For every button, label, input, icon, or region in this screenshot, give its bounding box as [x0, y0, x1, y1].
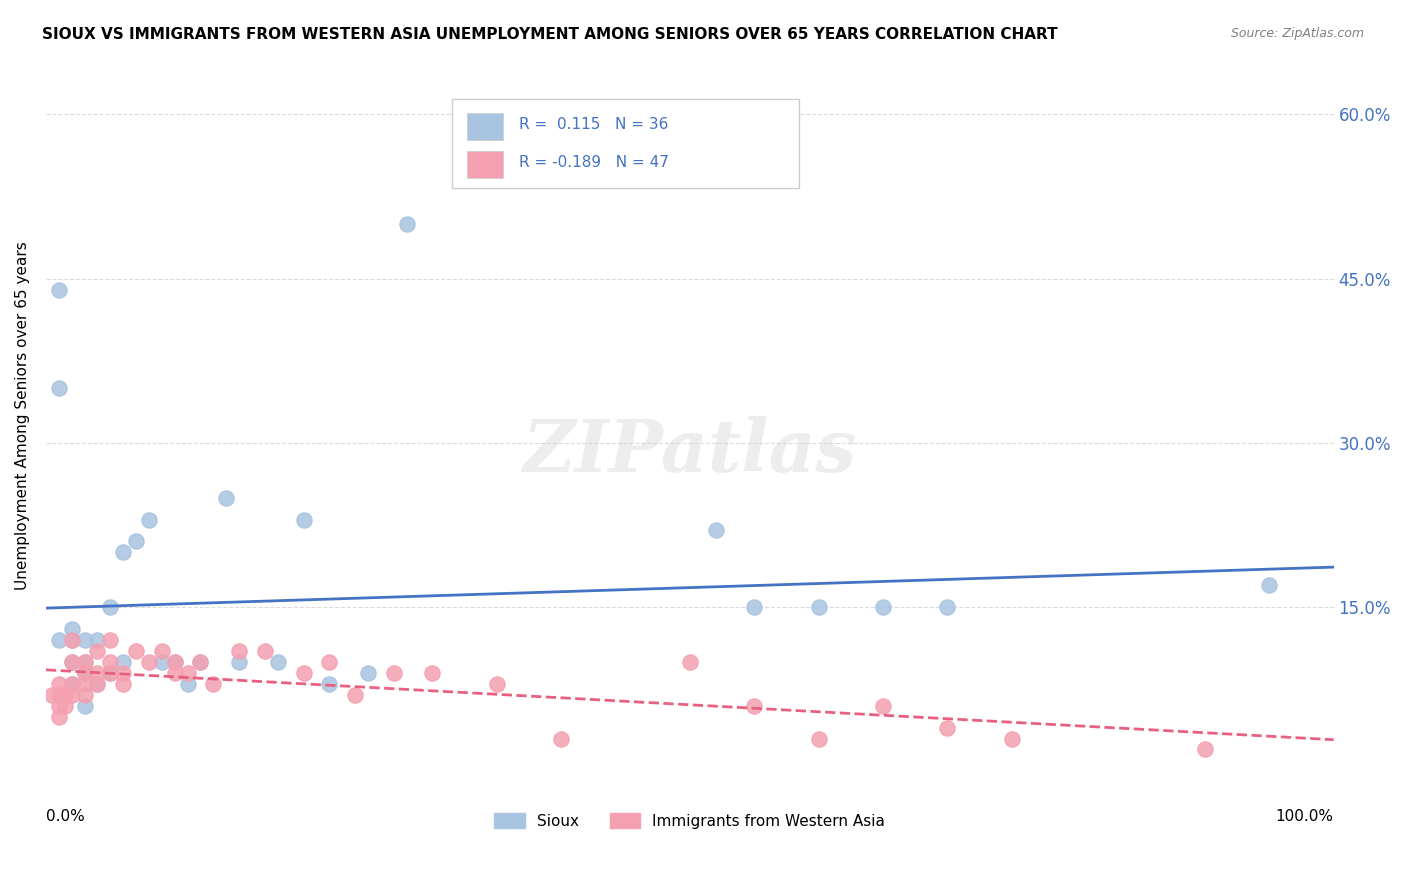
Point [60, 632, 83, 647]
Point [86, 644, 108, 658]
Text: R =  0.115   N = 36: R = 0.115 N = 36 [519, 117, 668, 132]
Point [420, 665, 443, 680]
Text: R = -0.189   N = 47: R = -0.189 N = 47 [519, 155, 668, 170]
Point [704, 524, 727, 538]
Point [112, 655, 135, 669]
Point [1001, 731, 1024, 746]
Point [679, 655, 702, 669]
Point [936, 721, 959, 735]
Point [163, 665, 186, 680]
Point [550, 731, 572, 746]
Point [60, 655, 83, 669]
Point [872, 600, 894, 615]
Point [73, 665, 96, 680]
Point [73, 665, 96, 680]
Point [125, 534, 148, 549]
Point [73, 655, 96, 669]
Point [292, 665, 315, 680]
Text: 100.0%: 100.0% [1275, 809, 1334, 824]
Point [98, 665, 121, 680]
Point [138, 655, 160, 669]
Point [73, 677, 96, 691]
Point [60, 655, 83, 669]
Point [936, 600, 959, 615]
FancyBboxPatch shape [451, 99, 799, 187]
Point [190, 655, 212, 669]
Point [318, 655, 340, 669]
Point [742, 698, 765, 713]
Point [60, 622, 83, 636]
Point [98, 665, 121, 680]
Point [60, 688, 83, 702]
Point [357, 665, 380, 680]
Legend: Sioux, Immigrants from Western Asia: Sioux, Immigrants from Western Asia [488, 806, 891, 835]
FancyBboxPatch shape [467, 152, 503, 178]
Point [150, 644, 173, 658]
Point [60, 677, 83, 691]
Point [73, 688, 96, 702]
Point [53, 688, 76, 702]
Text: Source: ZipAtlas.com: Source: ZipAtlas.com [1230, 27, 1364, 40]
Point [228, 655, 250, 669]
Point [98, 655, 121, 669]
Point [228, 644, 250, 658]
Point [742, 600, 765, 615]
Point [60, 632, 83, 647]
Point [343, 688, 366, 702]
Point [60, 677, 83, 691]
Point [215, 491, 238, 505]
Point [807, 600, 830, 615]
Point [382, 665, 405, 680]
Point [163, 655, 186, 669]
Point [202, 677, 225, 691]
Point [267, 655, 290, 669]
Point [163, 655, 186, 669]
Point [1258, 578, 1281, 592]
Point [112, 545, 135, 559]
Point [125, 644, 148, 658]
Point [73, 655, 96, 669]
Point [48, 677, 70, 691]
Point [48, 698, 70, 713]
Point [176, 665, 198, 680]
Point [395, 217, 418, 231]
Point [1194, 742, 1216, 756]
Point [53, 698, 76, 713]
Point [98, 600, 121, 615]
FancyBboxPatch shape [467, 113, 503, 140]
Point [318, 677, 340, 691]
Point [41, 688, 63, 702]
Point [86, 677, 108, 691]
Point [86, 677, 108, 691]
Point [86, 665, 108, 680]
Text: 0.0%: 0.0% [46, 809, 84, 824]
Text: ZIPatlas: ZIPatlas [523, 416, 856, 486]
Y-axis label: Unemployment Among Seniors over 65 years: Unemployment Among Seniors over 65 years [15, 241, 30, 590]
Point [48, 709, 70, 723]
Text: SIOUX VS IMMIGRANTS FROM WESTERN ASIA UNEMPLOYMENT AMONG SENIORS OVER 65 YEARS C: SIOUX VS IMMIGRANTS FROM WESTERN ASIA UN… [42, 27, 1057, 42]
Point [48, 632, 70, 647]
Point [98, 632, 121, 647]
Point [253, 644, 276, 658]
Point [485, 677, 508, 691]
Point [112, 665, 135, 680]
Point [190, 655, 212, 669]
Point [73, 698, 96, 713]
Point [138, 512, 160, 526]
Point [872, 698, 894, 713]
Point [86, 632, 108, 647]
Point [48, 381, 70, 395]
Point [150, 655, 173, 669]
Point [176, 677, 198, 691]
Point [112, 677, 135, 691]
Point [48, 283, 70, 297]
Point [48, 688, 70, 702]
Point [807, 731, 830, 746]
Point [292, 512, 315, 526]
Point [73, 632, 96, 647]
